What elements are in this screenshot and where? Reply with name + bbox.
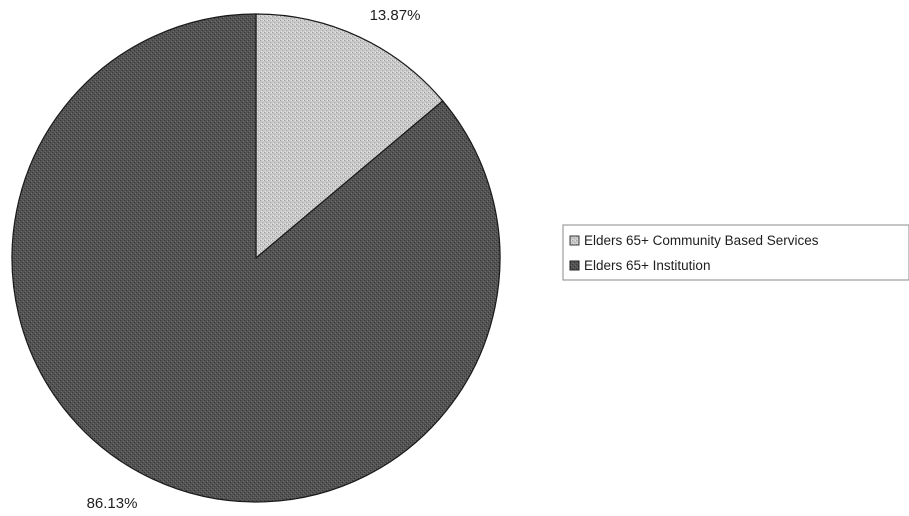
slice-data-label-community: 13.87% (370, 7, 421, 24)
legend-label-institution: Elders 65+ Institution (584, 258, 710, 273)
legend-swatch-community (569, 235, 580, 246)
legend: Elders 65+ Community Based Services Elde… (562, 224, 909, 281)
pie-slice-community (255, 13, 444, 259)
legend-box (562, 224, 909, 281)
slice-data-label-institution: 86.13% (87, 495, 138, 512)
legend-swatch-institution (569, 260, 580, 271)
legend-label-community: Elders 65+ Community Based Services (584, 233, 819, 248)
pie-slice-institution (11, 13, 501, 503)
pie-slices (11, 13, 501, 503)
